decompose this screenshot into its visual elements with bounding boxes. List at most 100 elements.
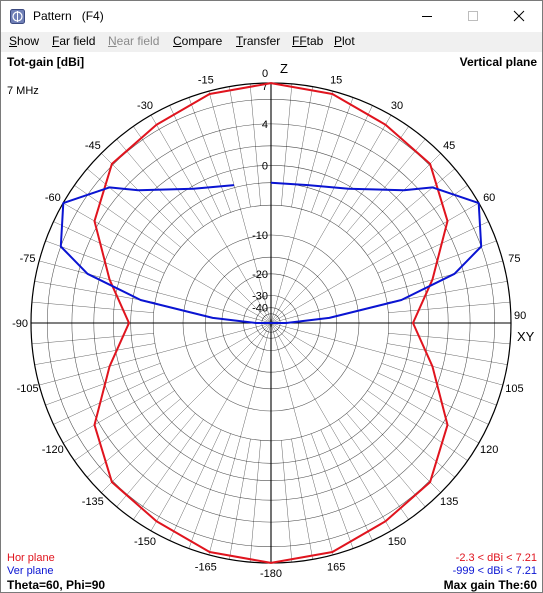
menu-fftab[interactable]: FFtab <box>292 34 324 48</box>
hor-plane-range: -2.3 < dBi < 7.21 <box>456 552 537 564</box>
grid-spoke <box>338 419 409 520</box>
grid-spoke <box>346 138 426 233</box>
title-bar[interactable]: Pattern (F4) <box>1 1 542 32</box>
grid-spoke <box>270 202 479 324</box>
grid-spoke <box>31 333 154 345</box>
grid-spoke <box>320 429 373 541</box>
angle-label: -120 <box>42 444 64 456</box>
angle-label: -60 <box>45 192 61 204</box>
grid-spoke <box>101 322 272 493</box>
maximize-button[interactable] <box>450 1 496 32</box>
hor-plane-legend: Hor plane <box>7 552 55 564</box>
grid-spoke <box>53 372 165 425</box>
grid-spoke <box>188 433 231 549</box>
grid-spoke <box>386 281 508 303</box>
grid-spoke <box>45 363 161 406</box>
grid-spoke <box>116 138 196 233</box>
radial-scale-label: 7 <box>262 81 268 93</box>
angle-label: 150 <box>388 536 406 548</box>
radial-scale-label: 0 <box>262 160 268 172</box>
gain-unit-label: Tot-gain [dBi] <box>7 55 84 69</box>
app-icon <box>10 9 25 24</box>
grid-spoke <box>86 168 181 248</box>
angle-label: 15 <box>330 75 342 87</box>
window-title: Pattern (F4) <box>33 9 104 23</box>
grid-spoke <box>150 322 272 531</box>
grid-spoke <box>133 419 204 520</box>
grid-spoke <box>169 429 222 541</box>
grid-spoke <box>229 86 251 208</box>
menu-bar: Show Far field Near field Compare Transfer FF… <box>1 32 542 52</box>
polar-grid <box>30 82 512 564</box>
grid-spoke <box>338 126 409 227</box>
angle-label: -90 <box>12 318 28 330</box>
radial-scale-label: -10 <box>252 230 268 242</box>
menu-far-field[interactable]: Far field <box>52 34 96 48</box>
angle-label: -150 <box>134 536 156 548</box>
ver-plane-legend: Ver plane <box>7 565 53 577</box>
grid-spoke <box>367 390 468 461</box>
menu-transfer[interactable]: Transfer <box>236 34 281 48</box>
grid-spoke <box>150 115 272 324</box>
grid-spoke <box>381 240 497 283</box>
grid-spoke <box>291 438 313 560</box>
angle-label: -75 <box>20 253 36 265</box>
polar-plot: Tot-gain [dBi] Vertical plane 7 MHz Z XY… <box>7 55 538 592</box>
grid-spoke <box>39 322 272 386</box>
angle-label: 60 <box>483 192 495 204</box>
theta-phi-readout: Theta=60, Phi=90 <box>7 578 105 592</box>
menu-near-field[interactable]: Near field <box>108 34 160 48</box>
grid-spoke <box>34 281 156 303</box>
grid-spoke <box>270 115 392 324</box>
radial-scale-label: -40 <box>252 303 268 315</box>
angle-label: -15 <box>198 75 214 87</box>
ver-plane-range: -999 < dBi < 7.21 <box>453 565 537 577</box>
grid-spoke <box>386 343 508 365</box>
grid-spoke <box>270 153 441 324</box>
grid-spoke <box>53 221 165 274</box>
grid-spoke <box>281 440 293 563</box>
radial-scale-label: -20 <box>252 269 268 281</box>
close-button[interactable] <box>496 1 542 32</box>
grid-spoke <box>361 168 456 248</box>
grid-spoke <box>367 185 468 256</box>
grid-spoke <box>270 322 503 386</box>
menu-show[interactable]: Show <box>9 34 40 48</box>
grid-spoke <box>63 322 272 444</box>
grid-spoke <box>208 322 272 555</box>
grid-spoke <box>346 413 426 508</box>
minimize-icon <box>422 16 432 17</box>
menu-compare[interactable]: Compare <box>173 34 223 48</box>
z-axis-label: Z <box>280 61 288 76</box>
max-gain-readout: Max gain The:60 <box>444 578 538 592</box>
grid-spoke <box>45 240 161 283</box>
angle-label: 165 <box>327 561 345 573</box>
angle-label: 120 <box>480 444 498 456</box>
angle-label: 135 <box>440 496 458 508</box>
grid-spoke <box>249 440 261 563</box>
angle-label: -135 <box>82 496 104 508</box>
minimize-button[interactable] <box>404 1 450 32</box>
grid-spoke <box>377 372 489 425</box>
hor-plane-curve <box>93 82 449 564</box>
menu-plot[interactable]: Plot <box>334 34 355 48</box>
grid-spoke <box>31 301 154 313</box>
angle-label: 0 <box>262 68 268 80</box>
grid-spoke <box>291 86 313 208</box>
grid-spoke <box>270 260 503 324</box>
frequency-label: 7 MHz <box>7 85 39 97</box>
grid-spoke <box>39 260 272 324</box>
angle-label: 45 <box>443 140 455 152</box>
grid-spoke <box>270 91 334 324</box>
angle-label: -30 <box>137 100 153 112</box>
radial-scale-label: 4 <box>262 119 268 131</box>
grid-spoke <box>388 333 511 345</box>
grid-spoke <box>208 91 272 324</box>
grid-spoke <box>188 97 231 213</box>
angle-label: 90 <box>514 310 526 322</box>
grid-spoke <box>169 105 222 217</box>
angle-label: -165 <box>195 561 217 573</box>
xy-axis-label: XY <box>517 329 535 344</box>
maximize-icon <box>468 11 478 21</box>
